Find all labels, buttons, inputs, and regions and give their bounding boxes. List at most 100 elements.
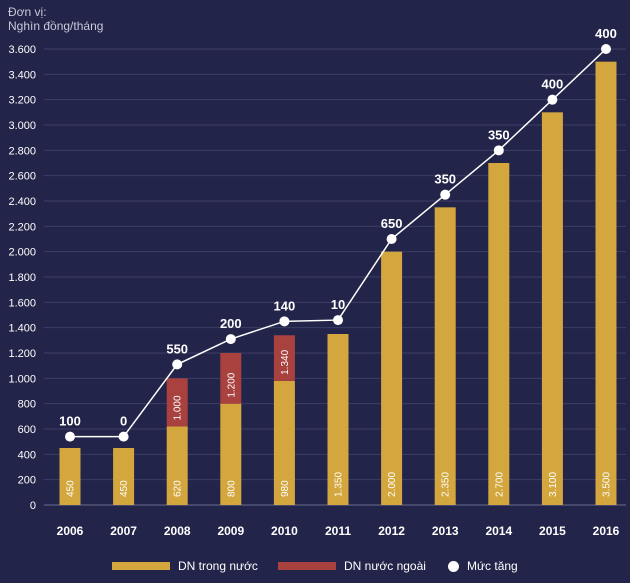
y-tick-label: 3.600: [8, 44, 36, 56]
bar-domestic: [220, 403, 242, 505]
bar-domestic: [166, 426, 188, 505]
increase-label: 400: [542, 77, 564, 92]
bar-domestic: [434, 207, 456, 506]
bar-domestic: [273, 380, 295, 505]
y-tick-label: 3.400: [8, 69, 36, 81]
legend-item-foreign: DN nước ngoài: [278, 557, 426, 575]
increase-label: 10: [331, 297, 345, 312]
increase-point: [601, 44, 611, 54]
unit-label-line2: Nghìn đồng/tháng: [8, 19, 104, 33]
y-tick-label: 800: [18, 399, 36, 411]
y-tick-label: 0: [30, 500, 36, 512]
increase-label: 400: [595, 26, 617, 41]
bar-label-domestic: 800: [226, 480, 237, 497]
x-tick-label: 2013: [432, 524, 459, 538]
increase-point: [65, 431, 75, 442]
increase-label: 350: [488, 127, 510, 142]
increase-point: [118, 431, 129, 442]
bar-domestic: [327, 334, 349, 505]
increase-point: [279, 316, 290, 327]
bar-label-domestic: 3.100: [548, 472, 559, 497]
x-tick-label: 2006: [57, 524, 84, 538]
x-tick-label: 2016: [593, 524, 620, 538]
x-tick-label: 2015: [539, 524, 566, 538]
bar-domestic: [381, 251, 403, 505]
increase-point: [493, 145, 504, 156]
bar-foreign: [273, 335, 295, 381]
bar-label-domestic: 1.350: [334, 472, 345, 497]
x-tick-label: 2010: [271, 524, 298, 538]
increase-point: [225, 334, 236, 345]
y-tick-label: 2.200: [8, 221, 36, 233]
bar-domestic: [113, 448, 135, 505]
increase-point: [333, 315, 343, 326]
y-tick-label: 2.000: [8, 247, 36, 259]
legend-dot-increase: [448, 560, 459, 572]
y-tick-label: 3.200: [8, 95, 36, 107]
bar-label-domestic: 450: [119, 480, 130, 497]
y-tick-label: 200: [18, 475, 36, 487]
increase-label: 140: [274, 298, 296, 313]
bar-domestic: [595, 61, 617, 506]
y-tick-label: 3.000: [8, 120, 36, 132]
x-tick-label: 2008: [164, 524, 191, 538]
bar-foreign: [166, 378, 188, 427]
bars: 450 450 620 1.000 800 1.200 980 1.340 1.350 2.000…: [59, 61, 617, 506]
bar-label-domestic: 620: [173, 480, 184, 497]
y-tick-label: 1.200: [8, 348, 36, 360]
x-tick-label: 2009: [217, 524, 244, 538]
bar-domestic: [59, 448, 81, 505]
legend-label-increase: Mức tăng: [467, 559, 518, 573]
increase-line: 100 0 550 200 140 10 650 350 350 400 400: [59, 26, 617, 442]
y-tick-label: 600: [18, 424, 36, 436]
legend-item-domestic: DN trong nước: [112, 557, 258, 575]
bar-domestic: [488, 163, 510, 505]
increase-label: 350: [434, 172, 456, 187]
y-tick-label: 1.000: [8, 373, 36, 385]
legend-item-increase: Mức tăng: [448, 557, 518, 575]
x-axis: 2006 2007 2008 2009 2010 2011 2012 2013 2014 2015…: [57, 524, 620, 538]
y-tick-label: 2.600: [8, 171, 36, 183]
x-tick-label: 2011: [325, 524, 351, 538]
bar-label-domestic: 2.000: [387, 472, 398, 497]
y-tick-label: 2.800: [8, 145, 36, 157]
y-tick-label: 2.400: [8, 196, 36, 208]
y-tick-label: 1.800: [8, 272, 36, 284]
x-tick-label: 2014: [485, 524, 512, 538]
bar-label-domestic: 2.700: [494, 472, 505, 497]
increase-point: [547, 94, 558, 105]
increase-label: 550: [166, 341, 188, 356]
legend-label-domestic: DN trong nước: [178, 559, 258, 573]
bar-domestic: [541, 112, 563, 505]
y-axis: 0 200 400 600 800 1.000 1.200 1.400 1.600 1.800 2.…: [8, 44, 626, 512]
y-tick-label: 400: [18, 449, 36, 461]
increase-label: 100: [59, 414, 81, 429]
stacked-bar-chart: 0 200 400 600 800 1.000 1.200 1.400 1.600 1.800 2.…: [8, 26, 626, 538]
y-tick-label: 1.600: [8, 297, 36, 309]
x-tick-label: 2007: [110, 524, 137, 538]
bar-label-domestic: 980: [280, 480, 291, 497]
legend-swatch-foreign: [278, 562, 336, 570]
legend-swatch-domestic: [112, 562, 170, 570]
y-tick-label: 1.400: [8, 323, 36, 335]
increase-label: 200: [220, 316, 242, 331]
bar-label-foreign: 1.340: [280, 349, 291, 374]
increase-point: [386, 234, 397, 244]
bar-label-domestic: 2.350: [441, 472, 452, 497]
bar-label-domestic: 3.500: [602, 472, 613, 497]
grid-lines: [44, 48, 626, 506]
increase-label: 650: [381, 216, 403, 231]
legend: DN trong nước DN nước ngoài Mức tăng: [0, 557, 630, 575]
bar-label-domestic: 450: [66, 480, 77, 497]
unit-label: Đơn vị: Nghìn đồng/tháng: [8, 5, 103, 33]
legend-label-foreign: DN nước ngoài: [344, 559, 426, 573]
increase-point: [440, 189, 451, 200]
bar-label-foreign: 1.000: [173, 395, 184, 420]
bar-foreign: [220, 353, 242, 404]
increase-point: [172, 359, 183, 370]
bar-label-foreign: 1.200: [226, 372, 237, 397]
x-tick-label: 2012: [378, 524, 405, 538]
increase-label: 0: [120, 414, 127, 429]
unit-label-line1: Đơn vị:: [8, 5, 47, 19]
